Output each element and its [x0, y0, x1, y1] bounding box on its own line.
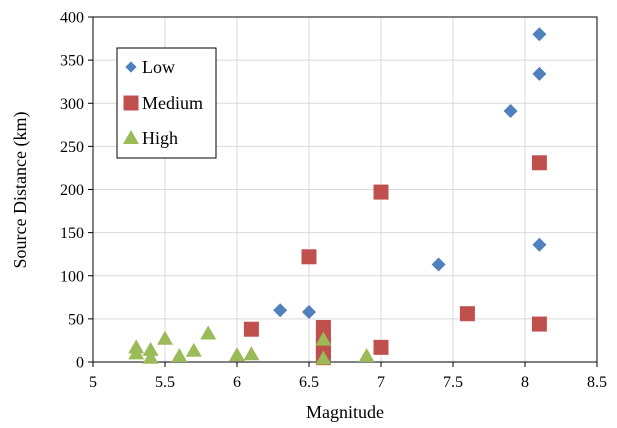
legend-label: Low [142, 57, 175, 77]
medium-point [373, 184, 389, 200]
x-axis-title: Magnitude [306, 402, 384, 422]
legend-item-high: High [123, 128, 178, 148]
y-tick-label: 400 [60, 10, 84, 27]
plot-frame [92, 16, 598, 363]
low-point [503, 104, 518, 119]
high-point [315, 331, 332, 346]
low-point [273, 303, 288, 318]
medium-point [373, 339, 389, 355]
medium-point [459, 306, 475, 322]
series-low [273, 27, 547, 319]
low-point [532, 27, 547, 42]
low-legend-marker [125, 61, 137, 73]
x-tick-label: 8.5 [587, 374, 607, 391]
y-tick-label: 300 [60, 96, 84, 113]
low-point [532, 66, 547, 81]
y-tick-label: 0 [76, 355, 84, 372]
low-point [302, 304, 316, 319]
medium-point [301, 249, 317, 265]
y-tick-label: 200 [60, 182, 84, 199]
medium-legend-marker [123, 95, 139, 111]
high-point [229, 347, 245, 362]
legend-item-low: Low [125, 57, 175, 77]
high-legend-marker [123, 130, 139, 144]
y-axis-title: Source Distance (km) [10, 112, 31, 269]
high-point [142, 341, 159, 356]
legend: Low Medium High [116, 47, 217, 159]
high-point [358, 347, 375, 362]
y-tick-label: 100 [60, 268, 84, 285]
high-point [128, 345, 145, 360]
high-point [142, 349, 159, 364]
y-axis-ticks: 0 50 100 150 200 250 300 350 400 [60, 10, 93, 372]
x-tick-label: 7 [377, 374, 385, 391]
high-point [171, 347, 188, 362]
y-tick-label: 150 [60, 225, 84, 242]
legend-item-medium: Medium [123, 93, 203, 113]
y-tick-label: 350 [60, 53, 84, 70]
y-tick-label: 50 [68, 311, 84, 328]
low-point [431, 257, 446, 272]
low-point [532, 237, 547, 252]
medium-point [531, 316, 547, 332]
legend-label: High [142, 128, 178, 148]
x-axis-ticks: 5 5.5 6 6.5 7 7.5 8 8.5 [89, 362, 607, 391]
x-tick-label: 6 [233, 374, 241, 391]
legend-label: Medium [142, 93, 203, 113]
x-tick-label: 6.5 [299, 374, 319, 391]
high-point [157, 330, 173, 345]
data-points [128, 27, 547, 366]
high-point [185, 342, 202, 357]
high-point [243, 346, 260, 361]
high-point [200, 325, 217, 340]
medium-point [243, 321, 259, 337]
x-tick-label: 5.5 [155, 374, 175, 391]
x-tick-label: 7.5 [443, 374, 463, 391]
medium-point [531, 155, 547, 171]
series-medium [243, 155, 547, 366]
y-tick-label: 250 [60, 139, 84, 156]
series-high [128, 325, 375, 365]
high-point [315, 350, 332, 365]
x-tick-label: 8 [521, 374, 529, 391]
x-tick-label: 5 [89, 374, 97, 391]
